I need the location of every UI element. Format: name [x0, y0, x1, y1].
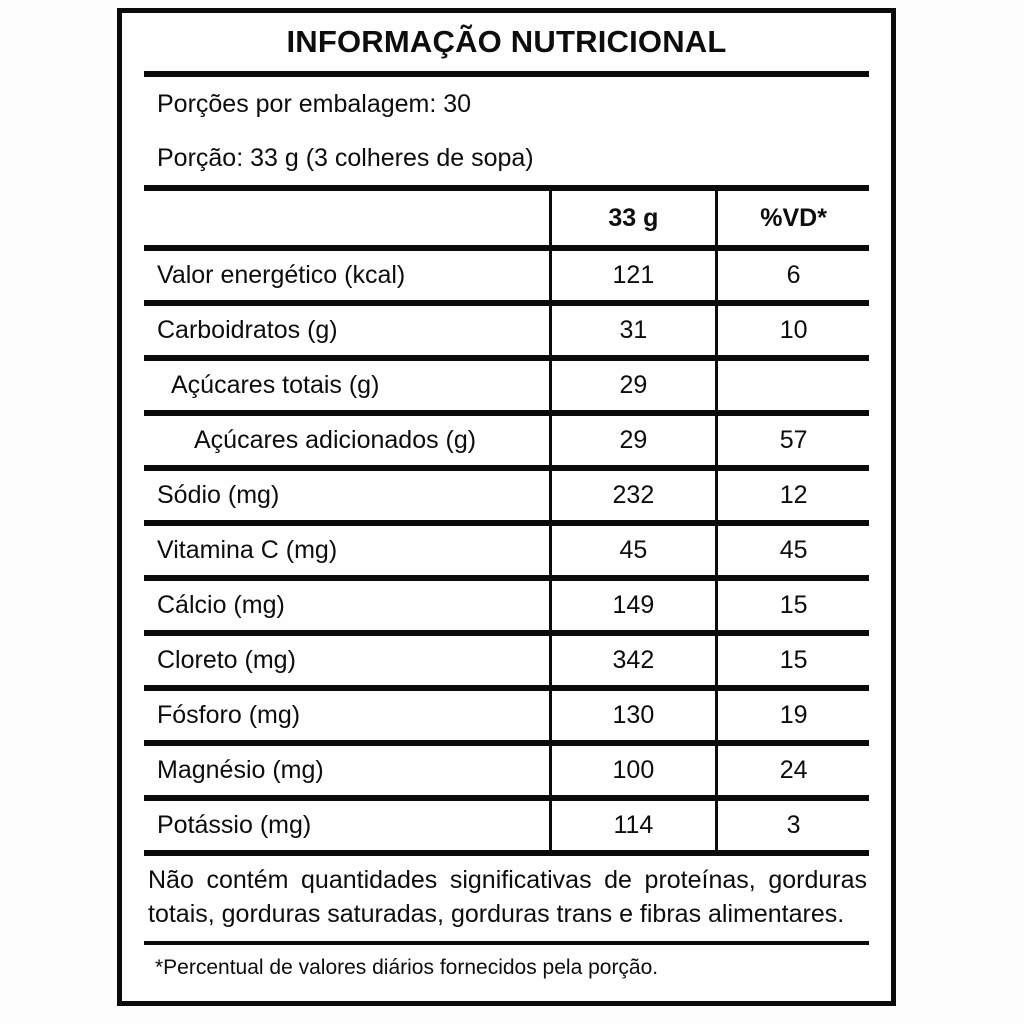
nutrient-amount-cell: 29	[548, 410, 717, 468]
nutrient-row: Valor energético (kcal) 121 6	[144, 245, 869, 303]
nutrient-name: Vitamina C (mg)	[144, 520, 550, 578]
nutrient-amount-cell: 114	[548, 795, 717, 856]
nutrient-vd-cell: 6	[715, 245, 869, 303]
nutrient-vd-cell: 15	[715, 575, 869, 633]
nutrient-row: Açúcares totais (g) 29	[144, 355, 869, 413]
nutrient-amount-cell: 29	[548, 355, 717, 413]
nutrient-amount-cell: 342	[548, 630, 717, 688]
nutrient-amount-cell: 232	[548, 465, 717, 523]
nutrient-row: Magnésio (mg) 100 24	[144, 740, 869, 798]
nutrient-vd-cell	[715, 355, 869, 413]
daily-values-footnote: *Percentual de valores diários fornecido…	[155, 956, 659, 979]
nutrient-amount-cell: 100	[548, 740, 717, 798]
nutrient-name: Cloreto (mg)	[144, 630, 550, 688]
nutrient-amount-cell: 130	[548, 685, 717, 743]
nutrient-vd-cell: 12	[715, 465, 869, 523]
nutrient-amount-cell: 45	[548, 520, 717, 578]
nutrient-row: Cloreto (mg) 342 15	[144, 630, 869, 688]
nutrient-vd-cell: 3	[715, 795, 869, 856]
nutrient-name: Cálcio (mg)	[144, 575, 550, 633]
nutrient-vd-cell: 57	[715, 410, 869, 468]
nutrient-amount-cell: 31	[548, 300, 717, 358]
nutrient-row: Cálcio (mg) 149 15	[144, 575, 869, 633]
label-title: INFORMAÇÃO NUTRICIONAL	[286, 24, 727, 59]
nutrient-row: Açúcares adicionados (g) 29 57	[144, 410, 869, 468]
table-header-row: 33 g %VD*	[144, 185, 869, 248]
nutrient-row: Fósforo (mg) 130 19	[144, 685, 869, 743]
nutrient-name: Valor energético (kcal)	[144, 245, 550, 303]
nutrient-name: Açúcares totais (g)	[144, 355, 550, 413]
header-blank-cell	[144, 185, 550, 248]
nutrient-amount-cell: 149	[548, 575, 717, 633]
nutrient-amount-cell: 121	[548, 245, 717, 303]
nutrient-name: Potássio (mg)	[144, 795, 550, 856]
nutrient-row: Carboidratos (g) 31 10	[144, 300, 869, 358]
no-significant-amounts-note: Não contém quantidades significativas de…	[148, 866, 867, 928]
servings-per-package: Porções por embalagem: 30	[157, 89, 472, 118]
nutrient-vd-cell: 10	[715, 300, 869, 358]
nutrient-name: Sódio (mg)	[144, 465, 550, 523]
header-amount-cell: 33 g	[548, 185, 717, 248]
nutrient-name: Açúcares adicionados (g)	[144, 410, 550, 468]
nutrient-row: Vitamina C (mg) 45 45	[144, 520, 869, 578]
nutrition-label: INFORMAÇÃO NUTRICIONAL Porções por embal…	[117, 8, 896, 1006]
serving-size: Porção: 33 g (3 colheres de sopa)	[157, 143, 534, 172]
nutrient-vd-cell: 24	[715, 740, 869, 798]
nutrient-row: Potássio (mg) 114 3	[144, 795, 869, 856]
nutrient-table-body: Valor energético (kcal) 121 6 Carboidrat…	[144, 245, 869, 856]
nutrient-name: Carboidratos (g)	[144, 300, 550, 358]
title-divider	[144, 71, 869, 77]
nutrient-vd-cell: 45	[715, 520, 869, 578]
nutrient-name: Magnésio (mg)	[144, 740, 550, 798]
header-vd-cell: %VD*	[715, 185, 869, 248]
nutrient-row: Sódio (mg) 232 12	[144, 465, 869, 523]
nutrient-table: 33 g %VD* Valor energético (kcal) 121 6 …	[144, 185, 869, 856]
nutrient-name: Fósforo (mg)	[144, 685, 550, 743]
nutrient-vd-cell: 19	[715, 685, 869, 743]
nutrient-vd-cell: 15	[715, 630, 869, 688]
footnote-divider	[144, 941, 869, 945]
